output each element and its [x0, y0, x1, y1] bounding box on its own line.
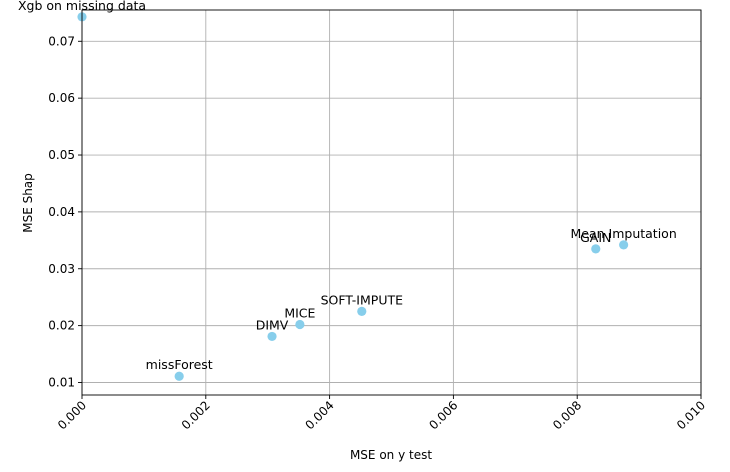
data-point: [357, 306, 367, 317]
x-tick-label: 0.008: [550, 398, 584, 432]
data-point-label: Mean Imputation: [570, 226, 676, 241]
data-point: [295, 319, 305, 330]
data-point: [174, 371, 184, 381]
x-tick-label: 0.000: [55, 398, 89, 432]
y-tick-label: 0.03: [48, 262, 75, 276]
y-tick-label: 0.02: [48, 319, 75, 333]
data-point-label: MICE: [284, 305, 315, 320]
grid: [81, 10, 702, 395]
x-tick-label: 0.006: [426, 398, 460, 432]
data-point-label: DIMV: [256, 317, 289, 332]
y-tick-label: 0.04: [48, 205, 75, 219]
x-axis-label: MSE on y test: [350, 448, 432, 462]
y-tick-label: 0.01: [48, 375, 75, 389]
y-tick-label: 0.05: [48, 148, 75, 162]
point-labels: Xgb on missing datamissForestDIMVMICESOF…: [18, 0, 677, 372]
y-tick-label: 0.07: [48, 34, 75, 48]
y-axis-label: MSE Shap: [21, 173, 35, 233]
data-point-label: SOFT-IMPUTE: [321, 292, 404, 307]
plot-area-frame: [81, 9, 702, 396]
data-point: [267, 331, 277, 342]
data-point: [591, 244, 601, 254]
x-tick-label: 0.010: [674, 398, 708, 432]
x-tick-label: 0.002: [179, 398, 213, 432]
data-point: [619, 240, 629, 250]
y-tick-label: 0.06: [48, 91, 75, 105]
data-points: [77, 12, 629, 381]
data-point-label: missForest: [146, 357, 213, 372]
data-point-label: GAIN: [580, 230, 611, 245]
x-tick-label: 0.004: [303, 398, 337, 432]
